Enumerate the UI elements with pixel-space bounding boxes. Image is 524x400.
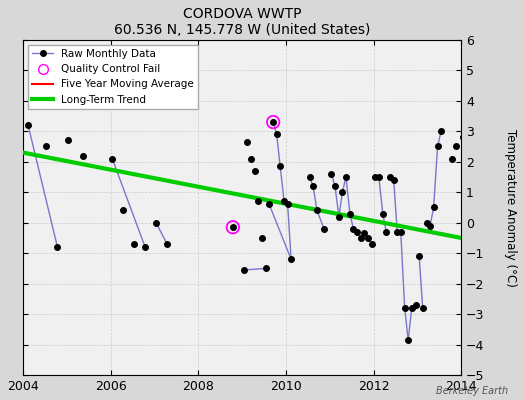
Point xyxy=(357,235,365,241)
Point xyxy=(368,241,376,247)
Point xyxy=(228,224,237,230)
Point xyxy=(64,137,73,144)
Point xyxy=(305,174,314,180)
Point xyxy=(353,229,361,235)
Point xyxy=(397,229,405,235)
Point xyxy=(375,174,383,180)
Point xyxy=(108,156,116,162)
Point xyxy=(79,152,87,159)
Point xyxy=(258,235,266,241)
Point xyxy=(130,241,138,247)
Point xyxy=(419,305,427,311)
Point xyxy=(24,122,32,128)
Point xyxy=(328,171,336,177)
Point xyxy=(269,119,277,125)
Point xyxy=(342,174,350,180)
Point xyxy=(239,267,248,273)
Point xyxy=(393,229,401,235)
Point xyxy=(152,220,160,226)
Point xyxy=(459,134,467,140)
Point xyxy=(320,226,328,232)
Point xyxy=(141,244,149,250)
Point xyxy=(360,230,368,236)
Point xyxy=(400,305,409,311)
Point xyxy=(163,241,171,247)
Point xyxy=(309,183,317,189)
Point xyxy=(426,222,434,229)
Point xyxy=(411,302,420,308)
Point xyxy=(265,201,274,208)
Point xyxy=(254,198,263,204)
Point xyxy=(269,119,277,125)
Point xyxy=(437,128,445,134)
Point xyxy=(389,177,398,183)
Point xyxy=(382,229,390,235)
Point xyxy=(349,226,357,232)
Point xyxy=(261,265,270,272)
Point xyxy=(364,235,372,241)
Title: CORDOVA WWTP
60.536 N, 145.778 W (United States): CORDOVA WWTP 60.536 N, 145.778 W (United… xyxy=(114,7,370,37)
Point xyxy=(331,183,339,189)
Point xyxy=(335,213,343,220)
Point xyxy=(287,256,296,262)
Point xyxy=(415,253,423,260)
Point xyxy=(250,168,259,174)
Point xyxy=(433,143,442,150)
Point xyxy=(378,210,387,217)
Point xyxy=(404,337,412,343)
Point xyxy=(408,305,416,311)
Legend: Raw Monthly Data, Quality Control Fail, Five Year Moving Average, Long-Term Tren: Raw Monthly Data, Quality Control Fail, … xyxy=(28,45,198,109)
Point xyxy=(451,143,460,150)
Point xyxy=(272,131,281,138)
Text: Berkeley Earth: Berkeley Earth xyxy=(436,386,508,396)
Point xyxy=(313,207,321,214)
Point xyxy=(228,224,237,230)
Point xyxy=(276,163,285,170)
Point xyxy=(422,220,431,226)
Point xyxy=(42,143,51,150)
Point xyxy=(247,156,255,162)
Point xyxy=(346,210,354,217)
Y-axis label: Temperature Anomaly (°C): Temperature Anomaly (°C) xyxy=(504,128,517,286)
Point xyxy=(280,198,288,204)
Point xyxy=(119,207,127,214)
Point xyxy=(430,204,438,211)
Point xyxy=(448,156,456,162)
Point xyxy=(243,139,252,145)
Point xyxy=(339,189,347,195)
Point xyxy=(371,174,379,180)
Point xyxy=(283,201,292,208)
Point xyxy=(53,244,62,250)
Point xyxy=(386,174,394,180)
